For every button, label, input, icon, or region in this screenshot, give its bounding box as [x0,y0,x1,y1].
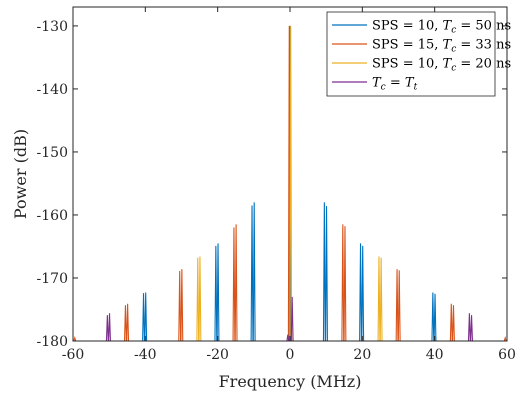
spike-mark [105,315,109,342]
legend-entry: SPS = 10, Tc = 20 ns [372,57,511,74]
spike-mark [252,202,256,342]
spike-mark [108,313,111,342]
x-tick-label: -60 [62,347,85,363]
series-1 [73,25,507,342]
x-axis-label: Frequency (MHz) [219,372,362,391]
spike-mark [290,296,294,342]
legend-entry: SPS = 15, Tc = 33 ns [372,38,511,55]
y-tick-label: -170 [37,271,68,287]
spike-mark [196,257,200,342]
y-tick-label: -130 [37,19,68,35]
x-tick-label: -40 [134,347,157,363]
spike-mark [467,313,471,342]
spike-mark [452,305,455,342]
spike-mark [144,292,148,342]
spike-mark [379,257,383,342]
spike-mark [503,335,507,342]
x-tick-label: 20 [353,347,371,363]
spike-mark [234,224,238,342]
spike-mark [178,271,182,342]
spike-mark [216,243,220,342]
spike-mark [142,293,145,342]
spike-mark [232,227,236,342]
x-tick-label: -20 [206,347,229,363]
spike-mark [433,293,437,342]
x-tick-label: 60 [498,347,516,363]
axes-group: -60 -40 -20 0 20 40 60 -180 -170 -160 -150 -140 -130 [37,6,516,363]
spike-mark [250,205,254,342]
legend: SPS = 10, Tc = 50 ns SPS = 15, Tc = 33 ns… [326,11,511,97]
spike-mark [431,292,435,342]
spike-mark [470,315,474,342]
spike-mark [198,256,202,342]
spike-mark [341,224,345,342]
spike-mark [377,256,381,342]
spike-mark [126,303,130,342]
legend-entry: Tc = Tt [372,76,418,93]
legend-entry: SPS = 10, Tc = 50 ns [372,19,511,36]
x-tick-label: 40 [426,347,444,363]
y-tick-label: -180 [37,334,68,350]
x-tick-label: 0 [286,347,295,363]
y-tick-label: -160 [37,208,68,224]
spike-mark [180,269,184,342]
spike-mark [123,305,127,342]
spike-mark [322,202,326,342]
spike-mark [289,25,293,342]
spike-mark [286,334,290,342]
y-tick-label: -140 [37,82,68,98]
spike-mark [397,270,401,342]
spike-mark [449,303,453,342]
spike-mark [361,245,365,342]
y-tick-label: -150 [37,145,68,161]
spike-mark [214,245,218,342]
spike-mark [359,243,362,342]
spike-mark [343,226,347,342]
data-series-group [73,25,507,342]
y-axis-label: Power (dB) [11,129,30,219]
series-3 [105,296,474,342]
spike-mark [73,335,77,342]
series-2 [196,25,383,342]
spike-mark [395,269,399,342]
spike-mark [325,206,328,342]
